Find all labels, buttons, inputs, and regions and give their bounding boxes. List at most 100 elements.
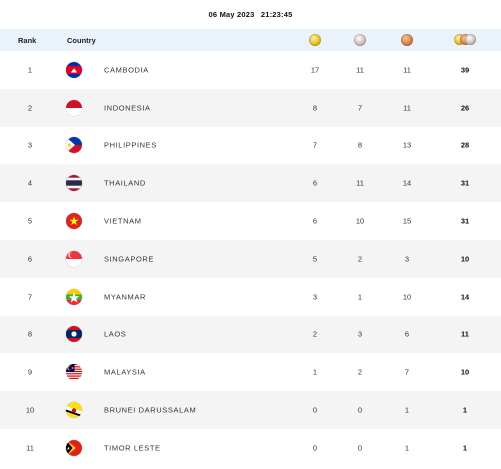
bronze-count: 3 — [404, 254, 410, 264]
myanmar-flag-icon — [66, 288, 82, 305]
silver-count: 0 — [357, 405, 363, 415]
total-count: 39 — [460, 65, 470, 75]
total-count: 28 — [460, 140, 470, 150]
brunei-flag-icon — [66, 402, 82, 419]
bronze-count: 10 — [402, 292, 412, 302]
gold-medal-icon[interactable] — [309, 34, 321, 46]
country-name[interactable]: MALAYSIA — [104, 367, 146, 377]
silver-count: 2 — [357, 367, 363, 377]
total-count: 10 — [460, 254, 470, 264]
table-row[interactable]: 8 LAOS 2 3 6 11 — [0, 315, 501, 354]
total-count: 1 — [462, 443, 468, 453]
cambodia-flag-icon — [66, 61, 82, 78]
total-count: 26 — [460, 103, 470, 113]
bronze-medal-icon[interactable] — [401, 34, 413, 46]
country-name[interactable]: TIMOR LESTE — [104, 443, 161, 453]
silver-count: 10 — [355, 216, 365, 226]
bronze-count: 11 — [403, 103, 411, 113]
rank-cell: 8 — [27, 329, 33, 339]
table-row[interactable]: 2 INDONESIA 8 7 11 26 — [0, 88, 501, 127]
indonesia-flag-icon — [66, 99, 82, 116]
country-name[interactable]: VIETNAM — [104, 216, 142, 226]
bronze-count: 1 — [404, 405, 410, 415]
table-body: 1 CAMBODIA 17 11 11 39 2 INDONESIA 8 7 11 26 3 PHILIP… — [0, 51, 501, 467]
malaysia-flag-icon — [66, 364, 82, 381]
country-name[interactable]: SINGAPORE — [104, 254, 154, 264]
country-name[interactable]: INDONESIA — [104, 103, 151, 113]
gold-count: 17 — [310, 65, 320, 75]
total-count: 31 — [460, 216, 470, 226]
total-count: 1 — [462, 405, 468, 415]
table-row[interactable]: 7 MYANMAR 3 1 10 14 — [0, 278, 501, 316]
gold-count: 6 — [312, 178, 318, 188]
laos-flag-icon — [66, 326, 82, 343]
total-count: 11 — [461, 329, 469, 339]
vietnam-flag-icon — [66, 213, 82, 230]
table-row[interactable]: 9 MALAYSIA 1 2 7 10 — [0, 353, 501, 391]
bronze-count: 11 — [403, 65, 411, 75]
total-count: 10 — [460, 367, 470, 377]
philippines-flag-icon — [66, 137, 82, 154]
country-name[interactable]: PHILIPPINES — [104, 140, 157, 150]
gold-count: 8 — [312, 103, 318, 113]
table-row[interactable]: 11 TIMOR LESTE 0 0 1 1 — [0, 429, 501, 467]
silver-count: 8 — [357, 140, 363, 150]
last-updated-timestamp: 06 May 2023 21:23:45 — [0, 10, 501, 19]
rank-cell: 2 — [27, 103, 33, 113]
country-name[interactable]: LAOS — [104, 329, 127, 339]
thailand-flag-icon — [66, 175, 82, 192]
rank-cell: 7 — [27, 292, 33, 302]
silver-count: 1 — [357, 292, 363, 302]
country-column-header[interactable]: Country — [67, 36, 96, 45]
bronze-count: 13 — [402, 140, 412, 150]
bronze-count: 6 — [404, 329, 410, 339]
total-count: 14 — [460, 292, 470, 302]
rank-cell: 4 — [27, 178, 33, 188]
table-header: Rank Country — [0, 29, 501, 51]
gold-count: 6 — [312, 216, 318, 226]
silver-count: 11 — [356, 65, 364, 75]
gold-count: 1 — [312, 367, 318, 377]
table-row[interactable]: 6 SINGAPORE 5 2 3 10 — [0, 239, 501, 278]
bronze-count: 14 — [402, 178, 412, 188]
country-name[interactable]: BRUNEI DARUSSALAM — [104, 405, 197, 415]
rank-cell: 3 — [27, 140, 33, 150]
gold-count: 2 — [312, 329, 318, 339]
timor-leste-flag-icon — [66, 439, 82, 456]
rank-cell: 11 — [26, 443, 34, 453]
silver-count: 0 — [357, 443, 363, 453]
rank-cell: 9 — [27, 367, 33, 377]
country-name[interactable]: CAMBODIA — [104, 65, 149, 75]
rank-column-header[interactable]: Rank — [18, 36, 37, 45]
silver-count: 7 — [357, 103, 363, 113]
table-row[interactable]: 4 THAILAND 6 11 14 31 — [0, 164, 501, 203]
timestamp-date: 06 May 2023 — [208, 10, 255, 19]
rank-cell: 10 — [25, 405, 35, 415]
bronze-count: 15 — [402, 216, 412, 226]
singapore-flag-icon — [66, 250, 82, 267]
country-name[interactable]: THAILAND — [104, 178, 146, 188]
table-row[interactable]: 1 CAMBODIA 17 11 11 39 — [0, 51, 501, 89]
gold-count: 3 — [312, 292, 318, 302]
medal-table: Rank Country 1 CAMBODIA 17 11 11 39 2 INDONESIA… — [0, 29, 501, 467]
rank-cell: 1 — [27, 65, 33, 75]
silver-count: 11 — [356, 178, 364, 188]
bronze-count: 1 — [404, 443, 410, 453]
table-row[interactable]: 10 BRUNEI DARUSSALAM 0 0 1 1 — [0, 391, 501, 429]
table-row[interactable]: 5 VIETNAM 6 10 15 31 — [0, 202, 501, 240]
timestamp-time: 21:23:45 — [260, 10, 293, 19]
table-row[interactable]: 3 PHILIPPINES 7 8 13 28 — [0, 127, 501, 165]
gold-count: 5 — [312, 254, 318, 264]
total-count: 31 — [460, 178, 470, 188]
silver-count: 2 — [357, 254, 363, 264]
country-name[interactable]: MYANMAR — [104, 292, 146, 302]
total-medals-icon[interactable] — [454, 34, 476, 46]
gold-count: 0 — [312, 405, 318, 415]
silver-count: 3 — [357, 329, 363, 339]
gold-count: 7 — [312, 140, 318, 150]
bronze-count: 7 — [404, 367, 410, 377]
rank-cell: 5 — [27, 216, 33, 226]
rank-cell: 6 — [27, 254, 33, 264]
gold-count: 0 — [312, 443, 318, 453]
silver-medal-icon[interactable] — [354, 34, 366, 46]
